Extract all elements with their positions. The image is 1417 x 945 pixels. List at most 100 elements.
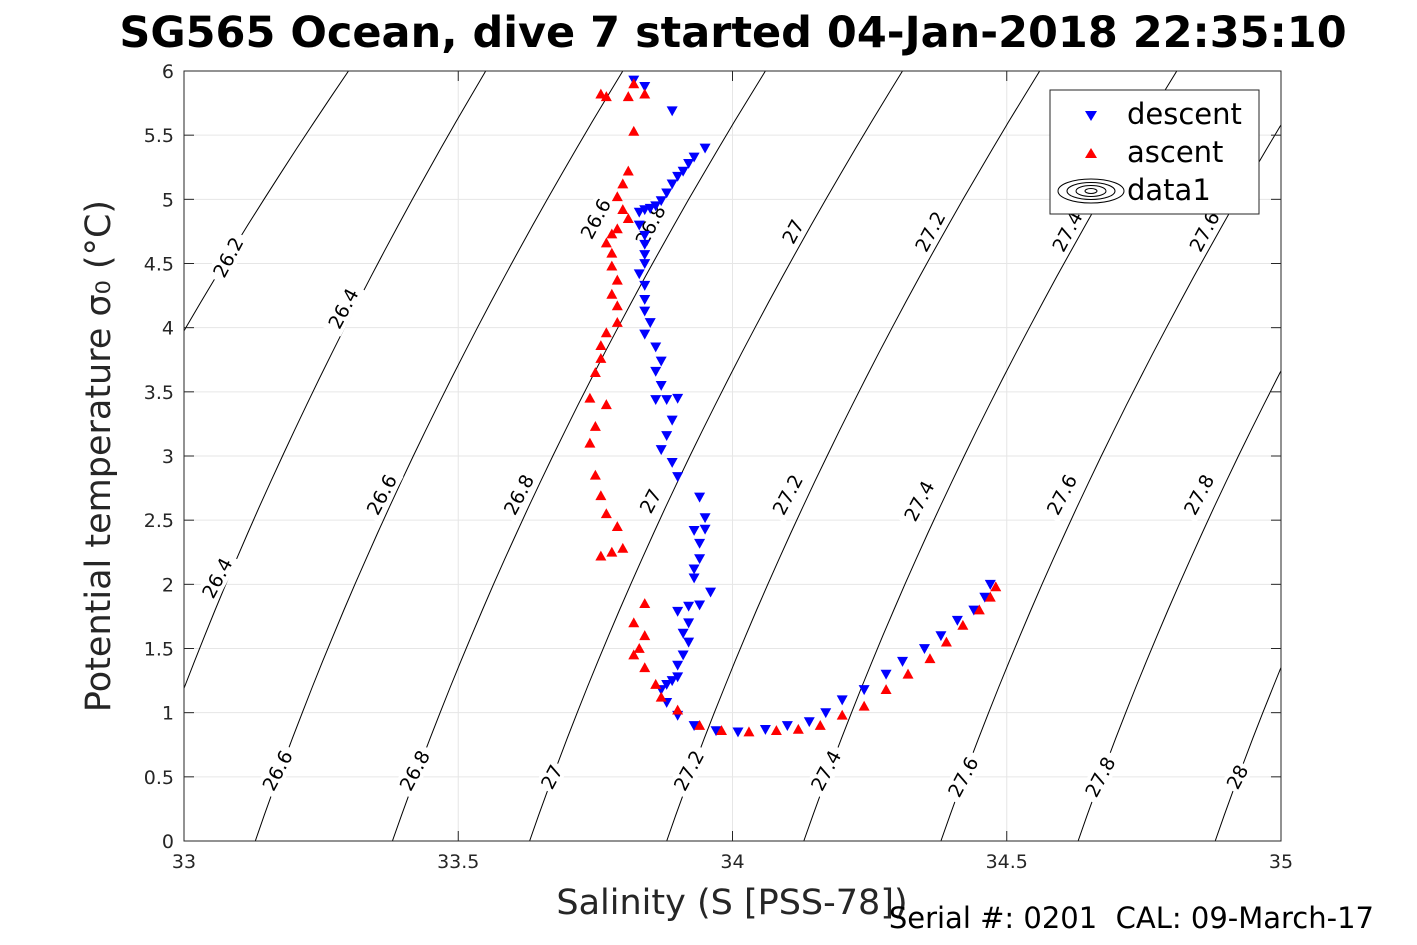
contour-label-bg (897, 472, 941, 530)
descent-marker (672, 171, 684, 182)
descent-marker (672, 660, 684, 671)
contour-label-bg (321, 280, 366, 337)
y-tick-label: 0 (162, 831, 174, 853)
contour-label-bg (628, 196, 673, 254)
descent-marker (688, 564, 700, 575)
ascent-marker (611, 274, 623, 285)
ascent-marker (984, 591, 996, 602)
descent-marker (639, 280, 651, 291)
y-tick-label: 5 (162, 189, 174, 211)
contour-label-bg (1182, 203, 1227, 260)
descent-marker (677, 650, 689, 661)
descent-marker (820, 708, 832, 719)
y-tick-label: 5.5 (144, 125, 174, 147)
contour-label-bg (205, 228, 250, 286)
descent-marker (677, 628, 689, 639)
contour-label-bg (666, 742, 711, 799)
descent-marker (759, 724, 771, 735)
descent-marker (650, 201, 662, 212)
y-tick-label: 6 (162, 61, 174, 83)
ascent-marker (606, 546, 618, 557)
isopycnal-line (184, 71, 487, 690)
descent-marker (650, 366, 662, 377)
ascent-marker (606, 228, 618, 239)
descent-marker (655, 196, 667, 207)
descent-marker (672, 393, 684, 404)
legend-ascent-marker (1085, 148, 1097, 158)
contour-label-bg (194, 549, 239, 607)
y-tick-label: 2.5 (144, 510, 174, 532)
ascent-marker (611, 521, 623, 531)
descent-marker (672, 472, 684, 483)
ascent-marker (622, 91, 634, 102)
descent-marker (979, 592, 991, 603)
descent-marker (984, 579, 996, 590)
descent-marker (935, 631, 947, 642)
contour-label-bg (765, 466, 810, 523)
descent-marker (683, 601, 695, 612)
y-tick-label: 4.5 (144, 254, 174, 276)
descent-marker (688, 526, 700, 536)
descent-marker (951, 615, 963, 626)
descent-marker (694, 600, 706, 611)
ascent-marker (617, 542, 629, 553)
descent-marker (683, 637, 695, 648)
x-tick-label: 34.5 (986, 851, 1028, 873)
descent-marker (633, 220, 645, 231)
ascent-marker (650, 678, 662, 689)
descent-marker (897, 656, 909, 667)
ascent-marker (743, 726, 755, 737)
ascent-marker (595, 88, 607, 99)
contour-label-bg (633, 482, 667, 519)
contour-label-bg (534, 758, 569, 795)
ascent-marker (589, 367, 601, 377)
chart-title: SG565 Ocean, dive 7 started 04-Jan-2018 … (119, 8, 1346, 58)
contour-label-bg (803, 742, 848, 799)
descent-marker (880, 669, 892, 680)
descent-marker (650, 342, 662, 353)
descent-marker (688, 721, 700, 731)
descent-marker (694, 538, 706, 549)
descent-marker (639, 230, 651, 241)
ascent-marker (639, 598, 651, 608)
isopycnal-line (529, 71, 903, 841)
descent-marker (666, 106, 678, 117)
ascent-marker (770, 725, 782, 736)
legend-descent-marker (1085, 111, 1097, 121)
descent-marker (661, 431, 673, 441)
y-tick-label: 3.5 (144, 382, 174, 404)
data-markers (584, 75, 1002, 738)
isopycnal-line (666, 71, 1041, 841)
footer-serial-cal: Serial #: 0201 CAL: 09-March-17 (889, 901, 1374, 935)
ascent-marker (600, 399, 612, 410)
descent-marker (918, 644, 930, 654)
ascent-marker (716, 725, 728, 736)
ascent-marker (589, 420, 601, 431)
descent-marker (781, 721, 793, 731)
ascent-marker (595, 352, 607, 363)
contour-label-bg (1045, 203, 1090, 260)
descent-marker (661, 188, 673, 199)
descent-marker (639, 329, 651, 340)
descent-marker (666, 179, 678, 190)
descent-marker (710, 726, 722, 737)
descent-marker (639, 205, 651, 216)
ascent-marker (672, 704, 684, 715)
density-contours (184, 71, 1281, 841)
legend-contour-icon (1057, 178, 1125, 204)
contour-label-bg (1078, 748, 1122, 805)
contour-label: 26.8 (392, 742, 437, 799)
ascent-marker (622, 213, 634, 223)
ascent-marker (584, 437, 596, 448)
descent-marker (655, 381, 667, 391)
ascent-marker (655, 691, 667, 702)
descent-marker (699, 524, 711, 535)
descent-marker (688, 152, 700, 163)
descent-marker (655, 445, 667, 456)
ascent-marker (924, 653, 936, 664)
descent-marker (633, 269, 645, 280)
descent-marker (672, 606, 684, 617)
descent-marker (639, 239, 651, 250)
descent-marker (666, 676, 678, 687)
